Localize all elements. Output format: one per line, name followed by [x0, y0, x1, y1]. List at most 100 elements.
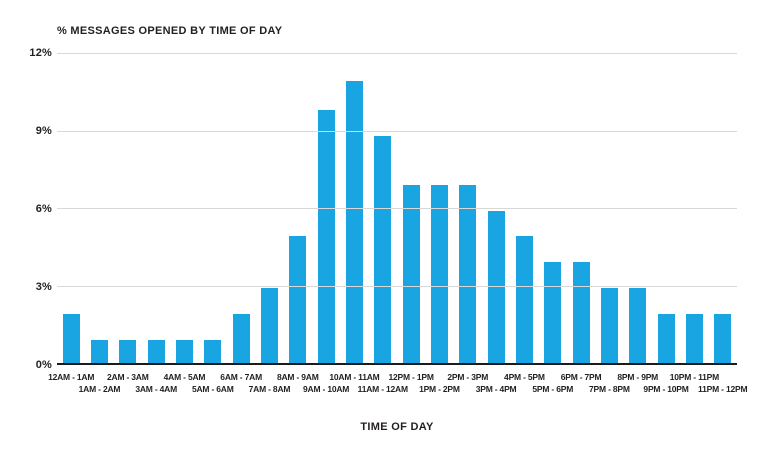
x-tick-label: 11PM - 12PM [698, 384, 748, 394]
x-axis-slot: 7AM - 8AM [249, 371, 291, 403]
x-tick-label: 8AM - 9AM [276, 372, 319, 382]
x-axis-slot: 9AM - 10AM [303, 371, 349, 403]
x-axis-slot: 10PM - 11PM [670, 371, 719, 403]
bar-slot [199, 53, 227, 363]
bar [657, 313, 675, 363]
bar [62, 313, 80, 363]
bar [544, 262, 562, 363]
x-tick-label: 6PM - 7PM [560, 372, 602, 382]
y-tick-label: 9% [35, 125, 52, 137]
x-tick-label: 5AM - 6AM [191, 384, 234, 394]
y-tick-label: 3% [35, 281, 52, 293]
x-axis-slot: 7PM - 8PM [589, 371, 630, 403]
bar [515, 236, 533, 363]
x-tick-label: 9AM - 10AM [303, 384, 350, 394]
bar [629, 288, 647, 363]
x-axis-slot: 11PM - 12PM [698, 371, 747, 403]
bar-slot [397, 53, 425, 363]
bar-slot [624, 53, 652, 363]
x-axis-slot: 4PM - 5PM [504, 371, 545, 403]
x-axis-slot: 11AM - 12AM [358, 371, 408, 403]
plot-area [57, 53, 737, 365]
x-tick-label: 6AM - 7AM [220, 372, 262, 382]
bar [487, 210, 505, 363]
x-tick-label: 12AM - 1AM [48, 372, 95, 382]
x-axis-slot: 1PM - 2PM [419, 371, 460, 403]
x-tick-label: 1PM - 2PM [419, 384, 460, 394]
gridline [57, 285, 737, 287]
x-tick-label: 5PM - 6PM [532, 384, 574, 394]
bar [317, 109, 335, 363]
bar [289, 236, 307, 363]
x-axis-slot: 12PM - 1PM [388, 371, 433, 403]
bar [685, 313, 703, 363]
bar [572, 262, 590, 363]
chart-title: % MESSAGES OPENED BY TIME OF DAY [57, 25, 283, 37]
bar-slot [57, 53, 85, 363]
bars-container [57, 53, 737, 363]
bar [175, 339, 193, 363]
x-tick-label: 3AM - 4AM [135, 384, 177, 394]
bar-slot [142, 53, 170, 363]
gridline [57, 208, 737, 209]
bar-slot [539, 53, 567, 363]
bar-slot [340, 53, 368, 363]
x-tick-label: 9PM - 10PM [643, 384, 689, 394]
bar-slot [255, 53, 283, 363]
x-tick-label: 4AM - 5AM [163, 372, 206, 382]
x-axis-slot: 8PM - 9PM [617, 371, 658, 403]
x-tick-label: 10PM - 11PM [669, 372, 720, 382]
bar-slot [482, 53, 510, 363]
bar-slot [510, 53, 538, 363]
bar-slot [312, 53, 340, 363]
x-axis-slot: 6PM - 7PM [561, 371, 602, 403]
bar-slot [369, 53, 397, 363]
bar [204, 339, 222, 363]
x-axis-title: TIME OF DAY [360, 421, 434, 433]
x-axis-slot: 1AM - 2AM [79, 371, 121, 403]
x-axis-slot: 6AM - 7AM [220, 371, 262, 403]
bar-slot [425, 53, 453, 363]
bar [147, 339, 165, 363]
x-tick-label: 2PM - 3PM [447, 372, 489, 382]
bar [600, 288, 618, 363]
bar-slot [680, 53, 708, 363]
x-tick-label: 8PM - 9PM [617, 372, 659, 382]
bar [714, 313, 732, 363]
bar [374, 135, 392, 363]
bar [459, 184, 477, 363]
y-tick-label: 12% [29, 47, 52, 59]
x-tick-label: 2AM - 3AM [106, 372, 149, 382]
x-tick-label: 7PM - 8PM [589, 384, 630, 394]
y-tick-label: 6% [35, 203, 52, 215]
bar [119, 339, 137, 363]
bar-slot [567, 53, 595, 363]
x-tick-label: 10AM - 11AM [329, 372, 380, 382]
x-tick-label: 12PM - 1PM [388, 372, 434, 382]
x-tick-label: 3PM - 4PM [475, 384, 517, 394]
bar-slot [227, 53, 255, 363]
y-axis: 12% 9% 6% 3% 0% [0, 47, 52, 371]
bar-slot [170, 53, 198, 363]
x-axis-slot: 2AM - 3AM [107, 371, 149, 403]
x-axis-slot: 3PM - 4PM [476, 371, 517, 403]
bar [232, 313, 250, 363]
bar-slot [652, 53, 680, 363]
bar-slot [595, 53, 623, 363]
x-axis: 12AM - 1AM 1AM - 2AM 2AM - 3AM 3AM - 4AM 4AM… [48, 371, 747, 403]
bar [430, 184, 448, 363]
x-axis-slot: 4AM - 5AM [164, 371, 206, 403]
x-axis-slot: 8AM - 9AM [277, 371, 319, 403]
x-axis-slot: 12AM - 1AM [48, 371, 94, 403]
x-tick-label: 7AM - 8AM [248, 384, 291, 394]
x-axis-slot: 5PM - 6PM [532, 371, 573, 403]
x-tick-label: 11AM - 12AM [357, 384, 408, 394]
bar [260, 288, 278, 363]
bar-slot [284, 53, 312, 363]
x-tick-label: 4PM - 5PM [504, 372, 545, 382]
bar-slot [454, 53, 482, 363]
x-axis-slot: 9PM - 10PM [643, 371, 688, 403]
x-axis-slot: 10AM - 11AM [329, 371, 379, 403]
bar-slot [85, 53, 113, 363]
bar [345, 81, 363, 363]
